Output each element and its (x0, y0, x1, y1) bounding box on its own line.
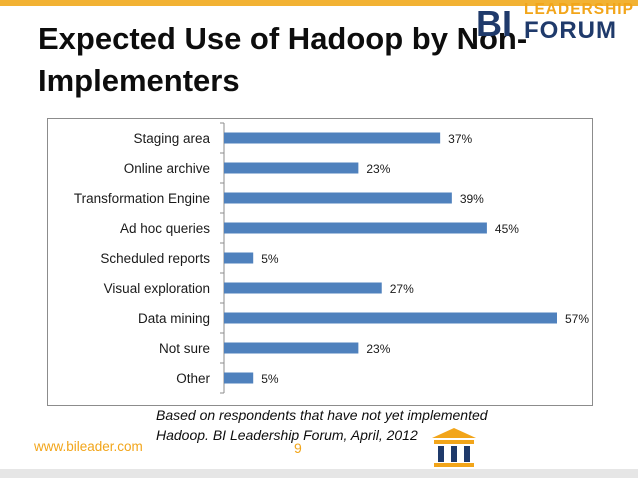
data-label: 5% (261, 372, 279, 386)
category-label: Online archive (124, 161, 210, 176)
bottom-bar (0, 469, 638, 478)
data-label: 39% (460, 192, 484, 206)
website-link[interactable]: www.bileader.com (34, 439, 143, 454)
category-label: Other (176, 371, 210, 386)
data-label: 23% (366, 342, 390, 356)
data-label: 5% (261, 252, 279, 266)
data-label: 37% (448, 132, 472, 146)
bar (224, 252, 254, 264)
bar (224, 282, 382, 294)
logo-bi-text: BI (476, 3, 512, 44)
slide-title: Expected Use of Hadoop by Non-Implemente… (38, 21, 528, 98)
category-label: Visual exploration (104, 281, 210, 296)
category-label: Transformation Engine (74, 191, 210, 206)
bar (224, 132, 441, 144)
bar (224, 342, 359, 354)
logo-leadership-text: LEADERSHIP (524, 1, 634, 18)
bar (224, 222, 487, 234)
footnote-line-2: Hadoop. BI Leadership Forum, April, 2012 (156, 427, 418, 443)
category-label: Data mining (138, 311, 210, 326)
data-label: 27% (390, 282, 414, 296)
logo-forum-text: FORUM (524, 17, 617, 44)
bar (224, 372, 254, 384)
category-label: Ad hoc queries (120, 221, 210, 236)
top-accent-bar (0, 0, 638, 6)
footnote: Based on respondents that have not yet i… (156, 405, 488, 445)
chart-frame: Staging area 37% Online archive 23% Transfor… (47, 118, 593, 406)
data-label: 23% (366, 162, 390, 176)
category-label: Staging area (133, 131, 210, 146)
bar (224, 192, 452, 204)
footnote-line-1: Based on respondents that have not yet i… (156, 407, 488, 423)
category-label: Scheduled reports (100, 251, 210, 266)
data-label: 45% (495, 222, 519, 236)
bar (224, 162, 359, 174)
forum-building-icon (432, 428, 476, 467)
page-number: 9 (294, 440, 302, 456)
category-label: Not sure (159, 341, 210, 356)
bar (224, 312, 557, 324)
data-label: 57% (565, 312, 589, 326)
bar-chart: Staging area 37% Online archive 23% Transfor… (74, 122, 589, 394)
